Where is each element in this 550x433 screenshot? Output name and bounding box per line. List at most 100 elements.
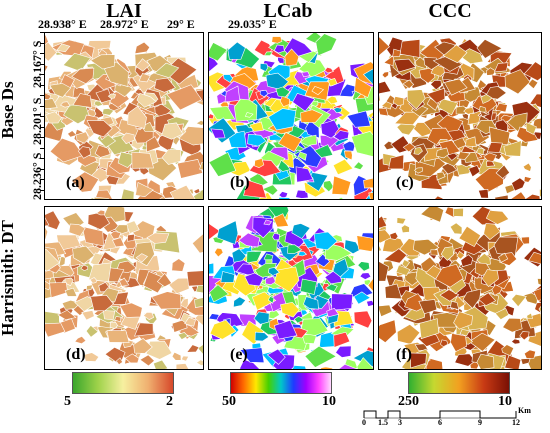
- ccc-colorbar: [408, 372, 510, 394]
- lai-colorbar: [72, 372, 174, 394]
- field-patch: [82, 311, 95, 321]
- longitude-label-3: 29° E: [167, 17, 195, 32]
- field-patch: [272, 37, 282, 44]
- field-patch: [196, 120, 203, 125]
- field-patch: [524, 350, 535, 359]
- longitude-label-4: 29.035° E: [228, 17, 277, 32]
- panel-label-e: (e): [230, 346, 248, 364]
- field-patch: [187, 271, 203, 287]
- field-patch: [196, 360, 203, 366]
- field-patch: [401, 225, 409, 233]
- field-patch: [273, 233, 280, 240]
- field-patch: [390, 232, 398, 239]
- field-patch: [354, 311, 372, 328]
- latitude-tick: [40, 95, 44, 96]
- field-patch: [367, 301, 374, 307]
- field-patch: [292, 365, 307, 369]
- field-patch: [153, 360, 167, 369]
- latitude-tick: [40, 64, 44, 65]
- field-patch: [135, 42, 150, 54]
- field-patch: [379, 320, 396, 343]
- latitude-tick: [40, 169, 44, 170]
- field-patch: [450, 223, 462, 234]
- field-patch: [360, 273, 371, 280]
- latitude-tick: [40, 137, 44, 138]
- lcab-colorbar: [230, 372, 332, 394]
- scale-unit: Km: [518, 406, 531, 415]
- field-patch: [321, 367, 333, 369]
- field-patch: [332, 176, 351, 195]
- field-patch: [45, 211, 60, 230]
- lai-map-dt: [45, 207, 203, 369]
- field-patch: [278, 57, 284, 63]
- latitude-tick: [40, 190, 44, 191]
- field-patch: [379, 81, 391, 94]
- scale-bar: 0 1.5 3 6 9 12 Km: [360, 402, 520, 428]
- latitude-tick: [40, 179, 44, 180]
- field-patch: [538, 154, 541, 163]
- ccc-map-dt: [379, 207, 541, 369]
- field-patch: [152, 292, 181, 310]
- field-patch: [45, 311, 59, 324]
- field-patch: [495, 195, 509, 199]
- field-patch: [400, 39, 420, 57]
- field-patch: [512, 294, 527, 306]
- panel-label-b: (b): [230, 174, 250, 192]
- row-title-base: Base Ds: [0, 60, 18, 160]
- latitude-tick: [40, 158, 44, 159]
- lai-colorbar-min: 5: [64, 394, 71, 410]
- field-patch: [211, 129, 225, 138]
- field-patch: [511, 192, 527, 199]
- column-title-ccc: CCC: [390, 0, 510, 23]
- field-patch: [172, 352, 181, 360]
- latitude-tick: [40, 127, 44, 128]
- field-patch: [358, 262, 370, 272]
- latitude-tick: [40, 32, 44, 33]
- panel-label-f: (f): [396, 346, 412, 364]
- panel-label-c: (c): [396, 174, 414, 192]
- lcab-map-dt: [209, 207, 373, 369]
- latitude-tick: [40, 53, 44, 54]
- lcab-colorbar-max: 10: [322, 394, 336, 410]
- field-patch: [453, 208, 463, 216]
- field-patch: [503, 318, 523, 332]
- scale-tick-0: 0: [362, 418, 366, 427]
- latitude-tick: [40, 74, 44, 75]
- field-patch: [233, 297, 245, 307]
- field-patch: [338, 197, 346, 199]
- field-patch: [397, 218, 406, 224]
- latitude-tick: [40, 85, 44, 86]
- field-patch: [347, 111, 370, 127]
- field-patch: [300, 279, 316, 295]
- field-patch: [209, 263, 214, 275]
- field-patch: [177, 159, 202, 178]
- latitude-tick: [40, 43, 44, 44]
- field-patch: [194, 298, 203, 308]
- field-patch: [198, 344, 203, 357]
- scale-tick-1-5: 1.5: [378, 418, 388, 427]
- scale-tick-12: 12: [512, 418, 520, 427]
- field-patch: [379, 37, 390, 58]
- field-patch: [187, 345, 199, 353]
- field-patch: [132, 152, 154, 168]
- field-patch: [128, 234, 135, 241]
- latitude-tick: [40, 148, 44, 149]
- scale-tick-6: 6: [438, 418, 442, 427]
- field-patch: [176, 363, 190, 369]
- longitude-label-2: 28.972° E: [100, 17, 149, 32]
- field-patch: [357, 236, 373, 252]
- latitude-tick: [40, 106, 44, 107]
- field-patch: [354, 162, 364, 170]
- field-patch: [478, 189, 488, 198]
- panel-label-a: (a): [66, 174, 85, 192]
- field-patch: [215, 248, 224, 257]
- field-patch: [45, 59, 48, 78]
- field-patch: [181, 356, 188, 361]
- field-patch: [121, 189, 134, 199]
- field-patch: [103, 311, 115, 320]
- field-patch: [209, 90, 210, 101]
- field-patch: [84, 353, 99, 362]
- field-patch: [397, 324, 420, 344]
- latitude-ticks: [40, 32, 44, 198]
- field-patch: [511, 339, 520, 344]
